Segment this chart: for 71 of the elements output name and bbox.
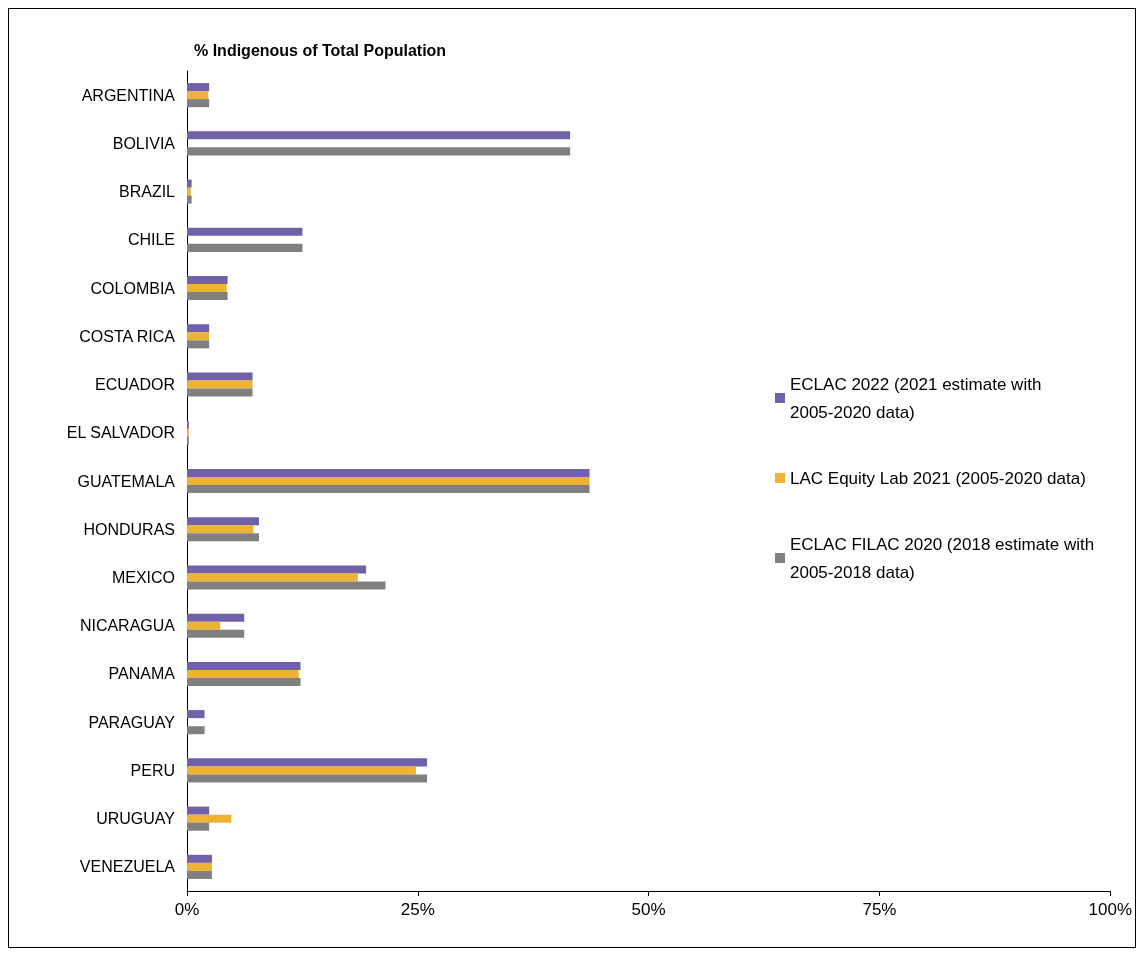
bar xyxy=(187,147,571,156)
bar xyxy=(187,187,191,196)
y-tick-label: EL SALVADOR xyxy=(66,424,175,442)
bar xyxy=(187,533,260,542)
chart-title: % Indigenous of Total Population xyxy=(194,41,447,59)
x-tick-label: 0% xyxy=(174,900,200,919)
bar xyxy=(187,83,210,92)
bar xyxy=(187,710,205,719)
bar xyxy=(187,822,210,831)
bar xyxy=(187,131,571,140)
y-tick-label: URUGUAY xyxy=(96,810,176,828)
bar xyxy=(187,468,590,477)
bar xyxy=(187,99,210,108)
bar xyxy=(187,766,416,775)
y-tick-label: ARGENTINA xyxy=(81,86,176,104)
bar xyxy=(187,324,210,333)
bar xyxy=(187,862,212,871)
bar xyxy=(187,573,358,582)
y-tick-label: GUATEMALA xyxy=(77,472,176,490)
y-tick-label: ECUADOR xyxy=(94,376,175,394)
bar xyxy=(187,661,301,670)
bar xyxy=(187,669,299,678)
bar xyxy=(187,870,212,879)
bar xyxy=(187,629,245,638)
y-tick-label: VENEZUELA xyxy=(79,858,176,876)
x-tick-label: 75% xyxy=(862,900,897,919)
legend-label: ECLAC 2022 (2021 estimate with 2005-2020 data) xyxy=(790,374,1047,422)
y-tick-label: NICARAGUA xyxy=(79,617,176,635)
y-tick-label: CHILE xyxy=(127,231,175,249)
bar xyxy=(187,227,303,236)
y-tick-label: COSTA RICA xyxy=(79,327,176,345)
bar xyxy=(187,613,245,622)
bar xyxy=(187,485,590,494)
bar xyxy=(187,372,253,381)
bar xyxy=(187,243,303,252)
bar xyxy=(187,854,212,863)
bar xyxy=(187,517,260,526)
x-tick-label: 50% xyxy=(631,900,666,919)
bar xyxy=(187,476,590,486)
bar xyxy=(187,340,210,349)
bar xyxy=(187,332,210,341)
bar xyxy=(187,525,254,534)
y-tick-label: MEXICO xyxy=(111,568,175,586)
y-tick-label: PERU xyxy=(130,761,175,779)
y-tick-label: BOLIVIA xyxy=(112,134,176,152)
bar xyxy=(187,677,301,686)
bar xyxy=(187,621,221,630)
x-tick-label: 25% xyxy=(400,900,435,919)
y-tick-label: PARAGUAY xyxy=(88,713,176,731)
bar xyxy=(187,179,192,188)
bar xyxy=(187,380,253,389)
bar xyxy=(187,758,428,767)
bar xyxy=(187,195,192,204)
y-tick-label: BRAZIL xyxy=(118,183,176,201)
bar xyxy=(187,388,253,397)
bar xyxy=(187,814,232,823)
bar xyxy=(187,806,210,815)
y-tick-label: PANAMA xyxy=(108,665,176,683)
bar xyxy=(187,726,205,735)
bar xyxy=(187,292,228,301)
y-tick-label: HONDURAS xyxy=(83,520,175,538)
legend-label: ECLAC FILAC 2020 (2018 estimate with 2005-2018 data) xyxy=(790,534,1099,582)
x-tick-label: 100% xyxy=(1088,900,1132,919)
bar xyxy=(187,774,428,783)
bar xyxy=(187,284,227,293)
y-tick-label: COLOMBIA xyxy=(90,279,176,297)
bar xyxy=(187,276,228,285)
bar xyxy=(187,565,367,574)
bar xyxy=(187,91,209,100)
bar xyxy=(187,581,386,590)
legend-label: LAC Equity Lab 2021 (2005-2020 data) xyxy=(790,468,1086,488)
